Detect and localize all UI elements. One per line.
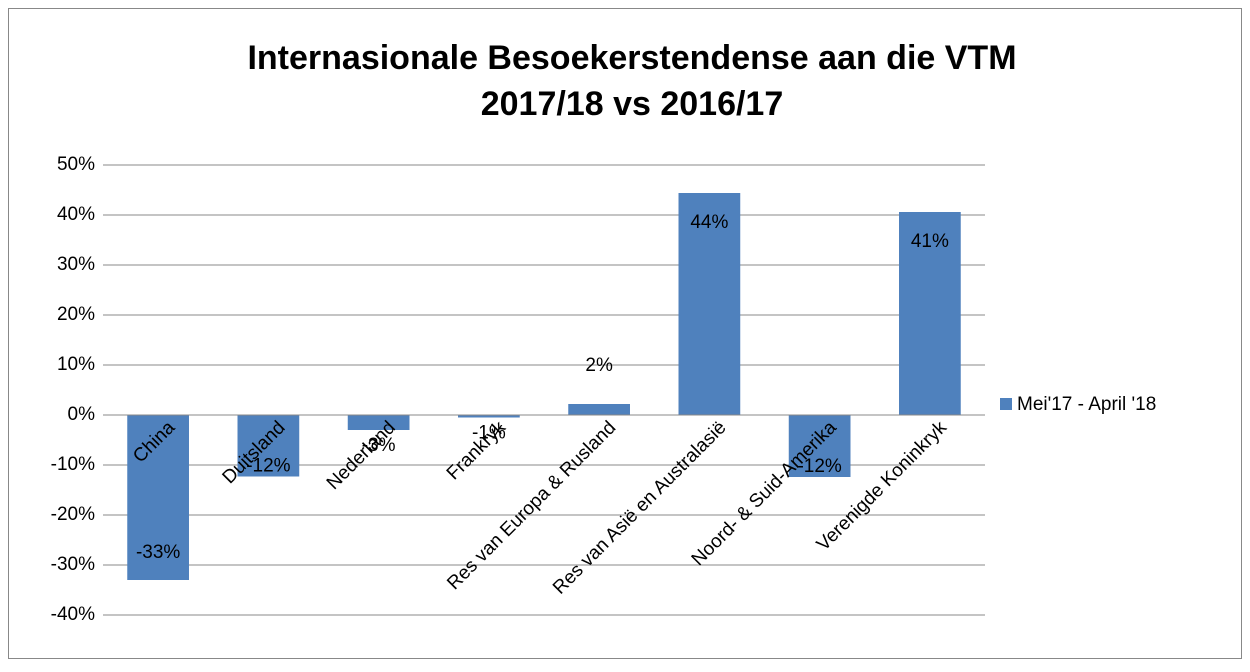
legend-swatch [1000, 398, 1012, 410]
y-tick-label: 20% [57, 304, 95, 325]
y-tick-label: 30% [57, 254, 95, 275]
chart-title: Internasionale Besoekerstendense aan die… [247, 39, 1016, 77]
bar [347, 415, 410, 430]
y-tick-label: -10% [51, 454, 95, 475]
y-tick-label: 50% [57, 154, 95, 175]
chart-subtitle: 2017/18 vs 2016/17 [481, 85, 784, 123]
data-label: 44% [690, 212, 728, 233]
y-tick-label: -40% [51, 604, 95, 625]
bar [568, 404, 630, 415]
y-tick-label: 40% [57, 204, 95, 225]
data-label: -33% [136, 542, 180, 563]
y-tick-label: 10% [57, 354, 95, 375]
bar [458, 415, 520, 418]
legend-label: Mei'17 - April '18 [1017, 394, 1156, 415]
data-label: -12% [246, 456, 290, 477]
bar [127, 415, 189, 580]
bar [237, 415, 300, 477]
y-tick-label: -30% [51, 554, 95, 575]
data-label: -1% [472, 423, 506, 444]
bar [788, 415, 851, 477]
data-label: -12% [797, 456, 841, 477]
y-tick-label: -20% [51, 504, 95, 525]
data-label: -3% [362, 435, 396, 456]
data-label: 2% [585, 355, 613, 376]
chart-frame [8, 8, 1242, 659]
bar [678, 193, 741, 415]
bar [899, 212, 961, 415]
data-label: 41% [911, 231, 949, 252]
y-tick-label: 0% [68, 404, 96, 425]
